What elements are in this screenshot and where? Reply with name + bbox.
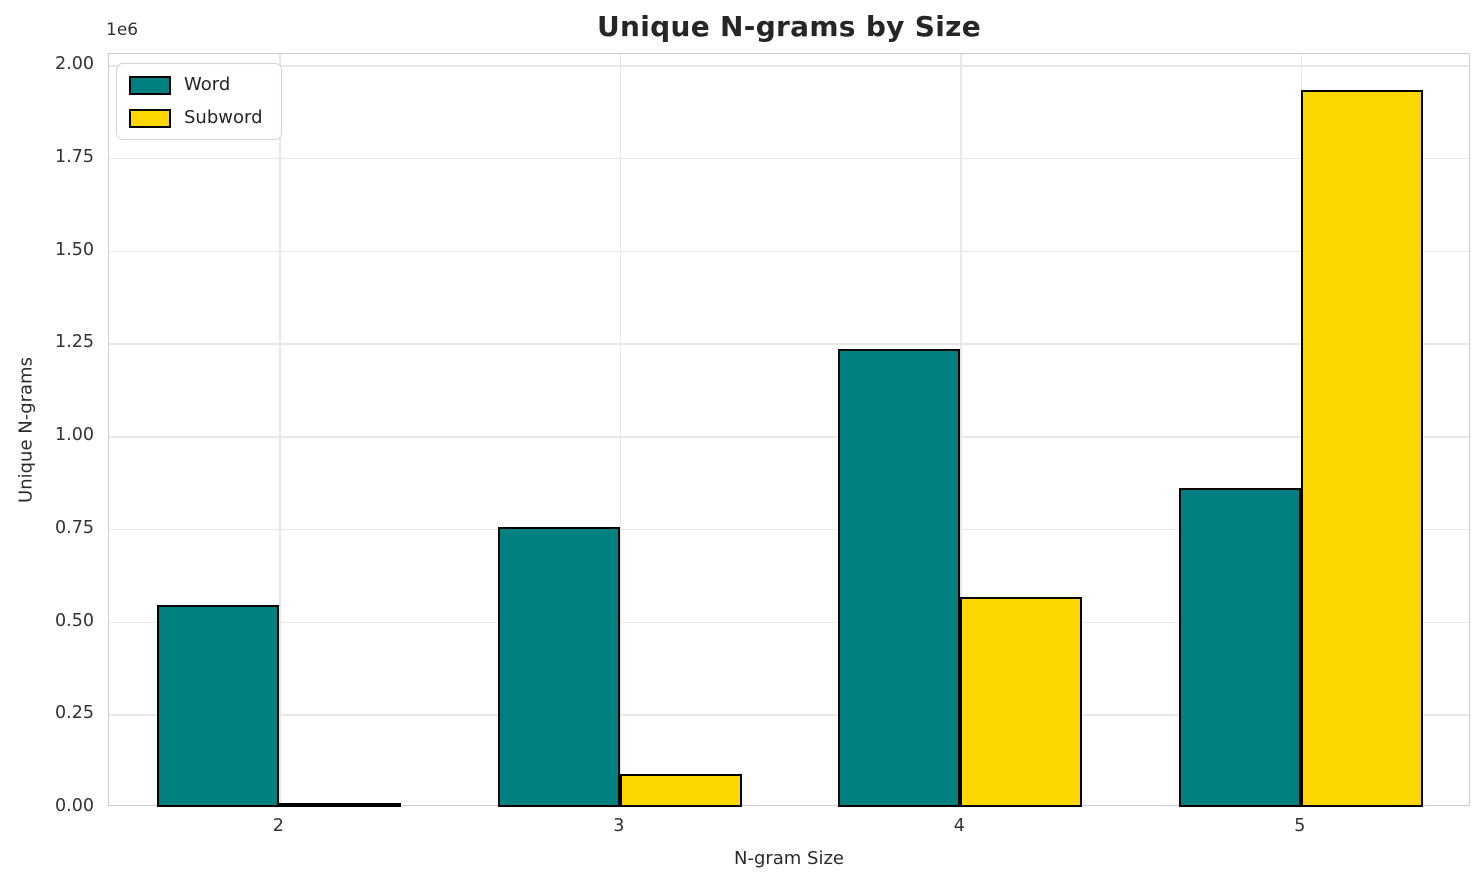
y-tick-label: 1.25: [55, 332, 94, 353]
y-tick-label: 0.25: [55, 703, 94, 724]
legend-swatch-word: [129, 75, 171, 95]
y-tick-label: 0.50: [55, 610, 94, 631]
h-gridline: [109, 343, 1469, 345]
bar-word-3: [497, 526, 620, 807]
v-gridline: [279, 54, 281, 805]
h-gridline: [109, 714, 1469, 716]
bar-word-5: [1178, 488, 1301, 807]
legend: Word Subword: [116, 63, 282, 140]
h-gridline: [109, 157, 1469, 160]
y-axis-label: Unique N-grams: [15, 357, 37, 503]
v-gridline: [619, 54, 622, 805]
y-tick-label: 0.00: [55, 796, 94, 816]
plot-area: [108, 53, 1470, 807]
v-gridline: [960, 54, 962, 805]
legend-item-word: Word: [129, 74, 263, 96]
x-axis-label: N-gram Size: [733, 848, 845, 869]
y-tick-label: 2.00: [55, 54, 94, 75]
legend-swatch-subword: [129, 108, 171, 128]
y-axis-offset-label: 1e6: [106, 20, 139, 40]
x-tick-label: 3: [613, 816, 625, 836]
h-gridline: [109, 528, 1469, 531]
bar-subword-5: [1300, 90, 1423, 807]
bar-word-2: [157, 604, 280, 807]
x-tick-label: 5: [1294, 816, 1306, 836]
h-gridline: [109, 250, 1469, 253]
legend-label-word: Word: [184, 74, 231, 95]
bar-subword-4: [960, 596, 1083, 807]
chart-title: Unique N-grams by Size: [596, 10, 982, 43]
h-gridline: [109, 436, 1469, 438]
x-tick-label: 4: [953, 816, 965, 836]
bar-subword-3: [619, 773, 742, 807]
y-tick-label: 1.50: [55, 239, 94, 260]
x-tick-label: 2: [272, 816, 284, 836]
legend-label-subword: Subword: [184, 107, 263, 128]
y-tick-label: 1.00: [55, 425, 94, 446]
bar-word-4: [838, 348, 961, 807]
h-gridline: [109, 65, 1469, 67]
y-tick-label: 0.75: [55, 517, 94, 538]
legend-item-subword: Subword: [129, 107, 263, 129]
y-tick-label: 1.75: [55, 146, 94, 167]
bar-subword-2: [279, 803, 402, 807]
h-gridline: [109, 621, 1469, 623]
